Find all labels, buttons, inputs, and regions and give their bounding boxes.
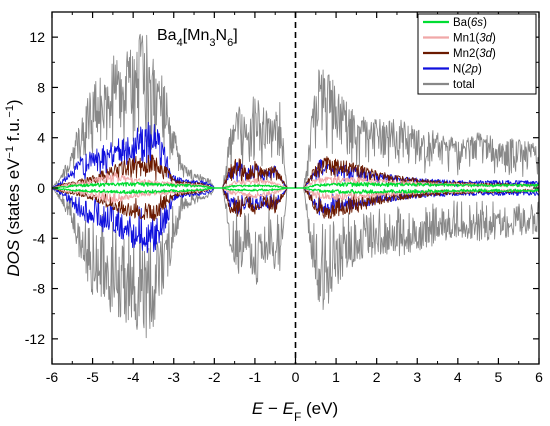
x-tick-label: 4 bbox=[454, 369, 462, 385]
x-tick-label: -5 bbox=[86, 369, 99, 385]
x-tick-label: -3 bbox=[168, 369, 181, 385]
x-tick-label: 1 bbox=[332, 369, 340, 385]
chart-title: Ba4[Mn3N6] bbox=[157, 27, 238, 49]
x-tick-label: 3 bbox=[413, 369, 421, 385]
legend-entry: Mn1(3d) bbox=[453, 33, 496, 45]
legend-entry: N(2p) bbox=[453, 64, 482, 76]
y-tick-label: -12 bbox=[25, 331, 45, 347]
legend-entry: total bbox=[453, 79, 475, 91]
y-tick-label: -8 bbox=[33, 281, 46, 297]
y-axis-label: DOS (states eV−1 f.u.−1) bbox=[4, 99, 23, 276]
x-tick-label: 5 bbox=[495, 369, 503, 385]
legend-entry: Ba(6s) bbox=[453, 17, 487, 29]
x-tick-label: -4 bbox=[127, 369, 140, 385]
y-tick-label: -4 bbox=[33, 230, 46, 246]
x-tick-label: 6 bbox=[535, 369, 543, 385]
legend: Ba(6s) Mn1(3d) Mn2(3d) N(2p) total bbox=[417, 13, 537, 95]
legend-entry: Mn2(3d) bbox=[453, 48, 496, 60]
x-tick-label: -6 bbox=[46, 369, 59, 385]
y-tick-label: 12 bbox=[29, 29, 45, 45]
y-tick-label: 4 bbox=[37, 130, 45, 146]
x-tick-label: -2 bbox=[208, 369, 221, 385]
x-tick-label: -1 bbox=[249, 369, 262, 385]
x-tick-label: 2 bbox=[373, 369, 381, 385]
x-axis-label: E − EF (eV) bbox=[252, 399, 338, 424]
y-tick-label: 8 bbox=[37, 79, 45, 95]
y-tick-label: 0 bbox=[37, 180, 45, 196]
x-tick-label: 0 bbox=[292, 369, 300, 385]
